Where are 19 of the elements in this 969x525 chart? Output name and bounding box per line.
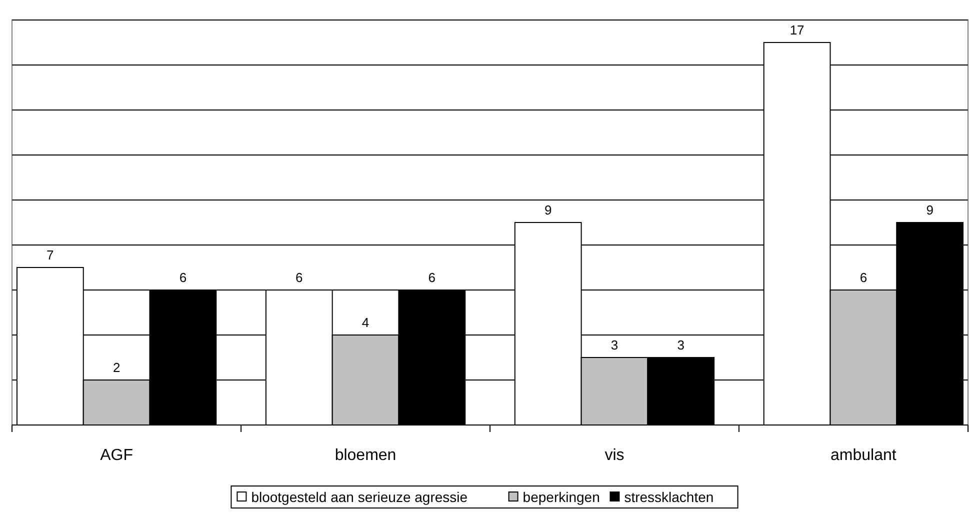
data-label: 3: [677, 338, 684, 352]
x-tick-label: AGF: [100, 447, 134, 464]
data-label: 2: [112, 360, 120, 375]
data-label: 6: [860, 270, 868, 285]
legend-label: blootgesteld aan serieuze agressie: [251, 489, 468, 505]
data-label: 6: [179, 270, 187, 285]
data-label: 17: [790, 22, 804, 38]
data-label: 6: [296, 270, 303, 285]
x-tick-label: vis: [604, 447, 624, 464]
legend-label: beperkingen: [522, 489, 600, 505]
data-label: 4: [362, 315, 370, 330]
x-tick-label: ambulant: [830, 447, 897, 464]
x-tick-label: bloemen: [334, 447, 396, 464]
data-label: 9: [926, 202, 934, 218]
legend-label: stressklachten: [624, 489, 714, 505]
data-label: 6: [428, 270, 436, 285]
data-label: 7: [46, 248, 54, 262]
data-label: 9: [544, 202, 552, 218]
data-label: 3: [610, 338, 618, 352]
